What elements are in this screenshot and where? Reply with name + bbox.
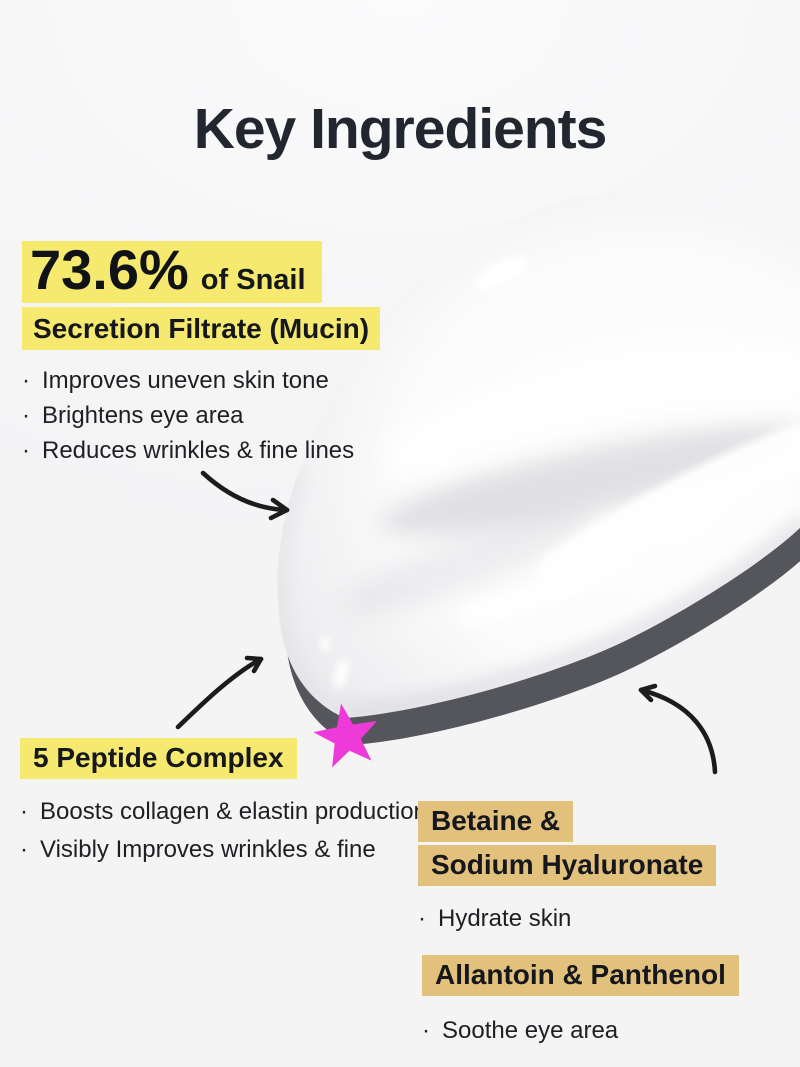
bullet-dot: · (20, 797, 28, 825)
cream-swatch-body (277, 193, 800, 718)
snail-percent-headline: 73.6% of Snail (22, 241, 322, 303)
curved-arrow-snail-icon (200, 470, 290, 521)
peptide-heading: 5 Peptide Complex (20, 738, 297, 779)
bullet-dot: · (22, 367, 30, 395)
curved-arrow-betaine-icon (638, 683, 718, 775)
bullet-dot: · (422, 1016, 430, 1044)
bullet-dot: · (22, 402, 30, 430)
list-item: · Boosts collagen & elastin production (20, 793, 428, 831)
list-item-text: Improves uneven skin tone (42, 367, 329, 395)
star-icon (313, 703, 377, 768)
bullet-dot: · (418, 904, 426, 932)
list-item: · Visibly Improves wrinkles & fine (20, 831, 428, 869)
list-item-text: Visibly Improves wrinkles & fine (40, 835, 376, 863)
list-item-text: Soothe eye area (442, 1016, 619, 1044)
list-item-text: Reduces wrinkles & fine lines (42, 437, 355, 465)
allantoin-benefits-list: · Soothe eye area (422, 1014, 782, 1048)
curved-arrow-peptide-icon (175, 655, 264, 730)
list-item: · Hydrate skin (418, 902, 778, 936)
section-peptide-complex: 5 Peptide Complex · Boosts collagen & el… (20, 738, 428, 869)
snail-benefits-list: · Improves uneven skin tone · Brightens … (22, 363, 422, 468)
bullet-dot: · (20, 835, 28, 863)
section-allantoin-panthenol: Allantoin & Panthenol · Soothe eye area (422, 955, 782, 1048)
section-snail-mucin: 73.6% of Snail Secretion Filtrate (Mucin)… (22, 241, 422, 468)
betaine-benefits-list: · Hydrate skin (418, 902, 778, 936)
bullet-dot: · (22, 437, 30, 465)
list-item: · Soothe eye area (422, 1014, 782, 1048)
list-item-text: Brightens eye area (42, 402, 244, 430)
betaine-heading-line2: Sodium Hyaluronate (418, 844, 717, 886)
betaine-heading-line1: Betaine & (418, 801, 574, 842)
list-item-text: Hydrate skin (438, 904, 572, 932)
snail-percent-value: 73.6% (30, 238, 189, 301)
allantoin-heading: Allantoin & Panthenol (422, 955, 739, 996)
list-item: · Brightens eye area (22, 398, 422, 433)
snail-headline-line2: Secretion Filtrate (Mucin) (22, 307, 381, 351)
list-item: · Improves uneven skin tone (22, 363, 422, 398)
section-betaine-hyaluronate: Betaine & Sodium Hyaluronate · Hydrate s… (418, 801, 778, 936)
page-title: Key Ingredients (193, 97, 608, 161)
snail-percent-suffix: of Snail (200, 264, 306, 296)
list-item: · Reduces wrinkles & fine lines (22, 433, 422, 468)
list-item-text: Boosts collagen & elastin production (40, 797, 427, 825)
peptide-benefits-list: · Boosts collagen & elastin production ·… (20, 793, 428, 869)
